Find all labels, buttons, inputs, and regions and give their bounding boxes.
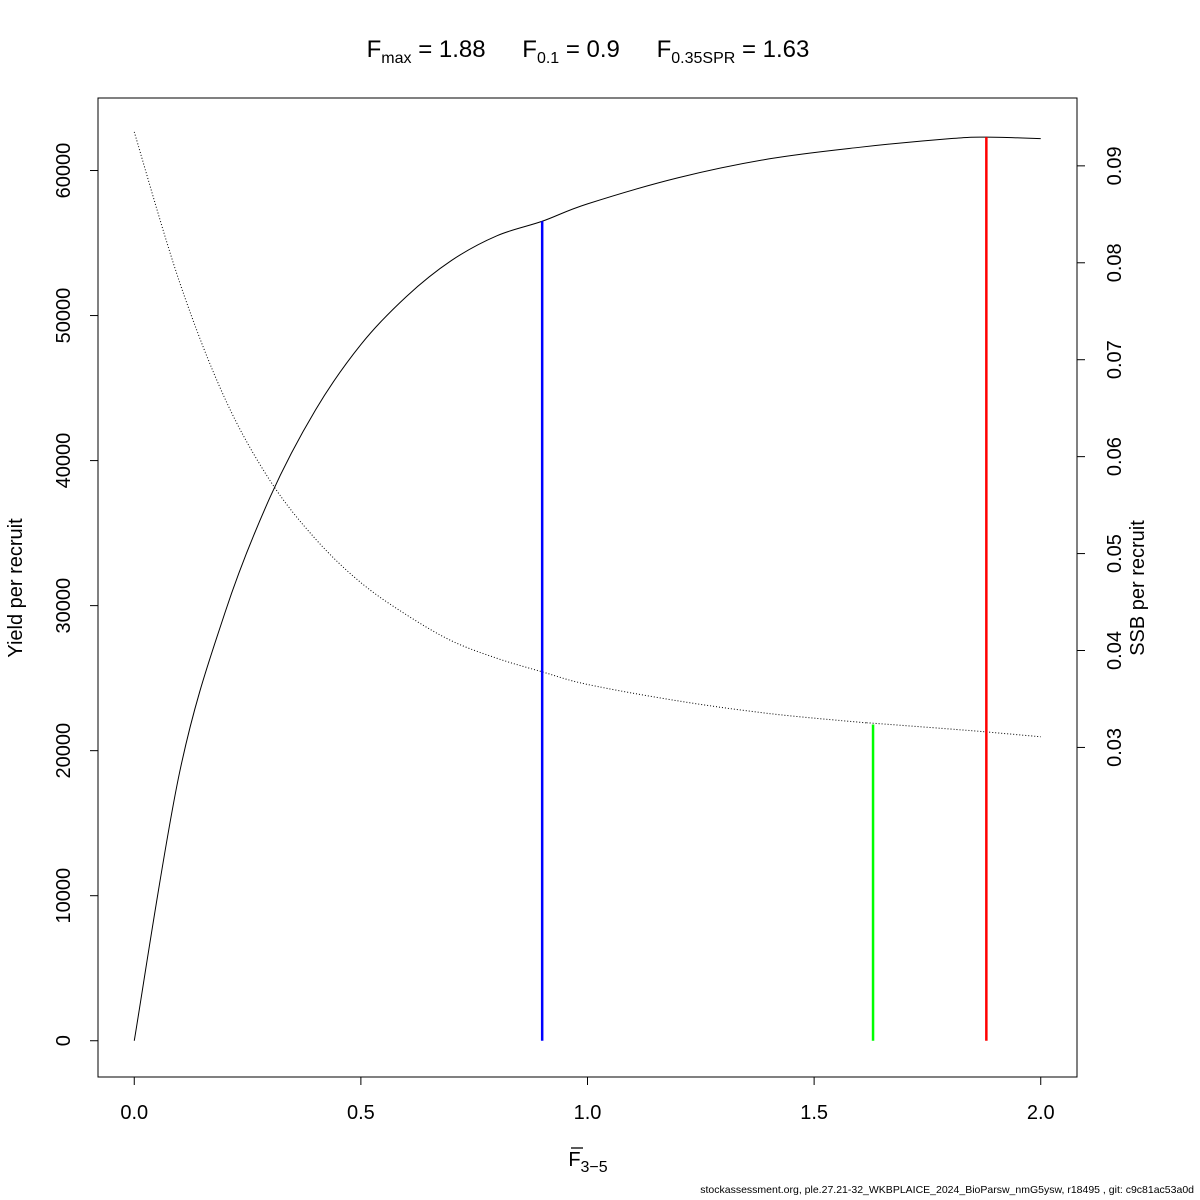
title-fspr-rest: = 1.63: [735, 36, 809, 63]
y-left-tick-label: 20000: [53, 723, 75, 779]
title-fmax-rest: = 1.88: [412, 36, 486, 63]
y-right-tick-label: 0.09: [1104, 146, 1126, 185]
yield-per-recruit-line: [133, 136, 1041, 1041]
x-tick-label: 0.0: [120, 1102, 148, 1124]
y-left-tick-label: 0: [53, 1035, 75, 1046]
y-right-tick-label: 0.06: [1104, 437, 1126, 476]
y-left-tick-label: 10000: [53, 868, 75, 924]
title-fmax-sub: max: [381, 50, 411, 67]
x-axis-label-sub: 3−5: [581, 1159, 608, 1176]
y-axis-left-label: Yield per recruit: [5, 518, 27, 658]
x-tick-label: 1.5: [800, 1102, 828, 1124]
x-axis: 0.0 0.5 1.0 1.5 2.0: [120, 1076, 1055, 1124]
title-f01-main: F: [522, 36, 537, 63]
y-axis-left: 0 10000 20000 30000 40000 50000 60000: [53, 143, 99, 1046]
y-axis-right: 0.03 0.04 0.05 0.06 0.07 0.08 0.09: [1076, 146, 1126, 767]
title-f01-rest: = 0.9: [559, 36, 620, 63]
series-group: [133, 131, 1041, 1041]
plot-frame: [97, 97, 1078, 1078]
y-left-tick-label: 40000: [53, 433, 75, 489]
reference-lines: [540, 137, 988, 1041]
chart-title: Fmax = 1.88 F0.1 = 0.9 F0.35SPR = 1.63: [367, 36, 810, 67]
x-tick-label: 0.5: [347, 1102, 375, 1124]
y-axis-right-label: SSB per recruit: [1127, 520, 1149, 656]
x-axis-label: F3−5: [568, 1147, 608, 1176]
y-left-tick-label: 60000: [53, 143, 75, 199]
y-left-tick-label: 50000: [53, 288, 75, 344]
footer-source: stockassessment.org, ple.27.21-32_WKBPLA…: [700, 1184, 1194, 1196]
y-right-tick-label: 0.07: [1104, 340, 1126, 379]
x-tick-label: 1.0: [574, 1102, 602, 1124]
x-tick-label: 2.0: [1027, 1102, 1055, 1124]
ssb-per-recruit-line: [133, 131, 1041, 738]
y-right-tick-label: 0.08: [1104, 243, 1126, 282]
title-fspr-sub: 0.35SPR: [671, 50, 735, 67]
svg-text:F3−5: F3−5: [568, 1149, 607, 1176]
y-left-tick-label: 30000: [53, 578, 75, 634]
y-right-tick-label: 0.03: [1104, 728, 1126, 767]
title-fmax-main: F: [367, 36, 382, 63]
title-fspr-main: F: [657, 36, 672, 63]
title-f01-sub: 0.1: [537, 50, 559, 67]
y-right-tick-label: 0.05: [1104, 534, 1126, 573]
y-right-tick-label: 0.04: [1104, 631, 1126, 670]
x-axis-label-main: F: [568, 1149, 580, 1171]
